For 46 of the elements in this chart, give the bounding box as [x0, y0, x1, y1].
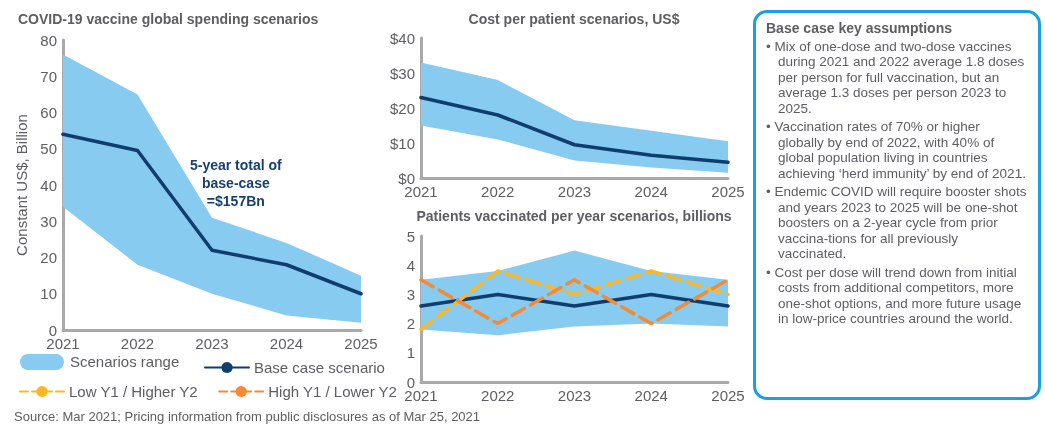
y-tick-label: 80: [40, 31, 57, 49]
text: Base case key assumptions: [766, 20, 953, 37]
x-tick-label: 2023: [557, 387, 592, 404]
line-series: [61, 132, 363, 296]
x-tick-label: 2024: [634, 387, 668, 404]
x-tick-label: 2024: [269, 335, 304, 352]
y-tick-label: 40: [40, 176, 57, 194]
legend-label: Low Y1 / Higher Y2: [69, 383, 198, 400]
x-tick-label: 2025: [711, 387, 745, 404]
source-note: Source: Mar 2021; Pricing information from public disclosures as of Mar 25, 2021: [14, 409, 481, 424]
y-axis-title: Constant US$, Billion: [13, 114, 30, 256]
y-tick-label: 3: [406, 285, 415, 303]
chart-title: Patients vaccinated per year scenarios, billions: [416, 208, 732, 224]
x-tick-label: 2025: [344, 335, 378, 352]
text: • Endemic COVID will require booster shots and years 2023 to 2025 will be one-shot boosters on a 2-year cycle from prior vaccina-tions for all previously vaccinated.: [766, 184, 1028, 262]
y-tick-label: 50: [40, 140, 57, 158]
y-tick-label: $40: [389, 29, 415, 47]
y-tick-label: 30: [40, 212, 57, 230]
text: • Vaccination rates of 70% or higher globally by end of 2022, with 40% of global population living in countries achieving ‘herd immunity’ by end of 2021.: [766, 119, 1027, 181]
y-tick-label: 60: [40, 104, 57, 121]
y-tick-label: $20: [389, 99, 415, 117]
line-series: [419, 95, 730, 164]
y-tick-label: 4: [406, 256, 415, 274]
legend-title: Scenarios range: [70, 353, 180, 370]
chart-title: COVID-19 vaccine global spending scenarios: [18, 11, 319, 27]
x-tick-label: 2024: [634, 183, 668, 200]
legend-label: Base case scenario: [254, 359, 385, 376]
x-tick-label: 2022: [481, 183, 515, 200]
text: • Mix of one-dose and two-dose vaccines during 2021 and 2022 average 1.8 doses per person for full vaccination, but an average 1.3 doses per person 2023 to 2025.: [766, 38, 1026, 116]
annotation: 5-year total of base-case =$157Bn: [189, 157, 283, 209]
y-tick-label: 10: [40, 285, 57, 303]
y-tick-label: 1: [406, 344, 415, 362]
y-tick-label: 20: [40, 249, 57, 266]
y-tick-label: 70: [40, 67, 57, 85]
y-tick-label: 2: [406, 315, 415, 333]
text: • Cost per dose will trend down from initial costs from additional competitors, more one-shot options, and more future usage in low-price countries around the world.: [766, 264, 1023, 327]
y-tick-label: $30: [389, 64, 415, 82]
chart-title: Cost per patient scenarios, US$: [468, 11, 680, 27]
x-tick-label: 2023: [195, 335, 229, 352]
x-tick-label: 2025: [711, 183, 745, 200]
x-tick-label: 2022: [120, 335, 155, 352]
x-tick-label: 2023: [557, 183, 592, 200]
x-tick-label: 2022: [481, 387, 515, 404]
y-tick-label: 5: [406, 227, 415, 245]
legend-label: High Y1 / Lower Y2: [268, 383, 397, 400]
y-tick-label: $10: [389, 134, 415, 152]
